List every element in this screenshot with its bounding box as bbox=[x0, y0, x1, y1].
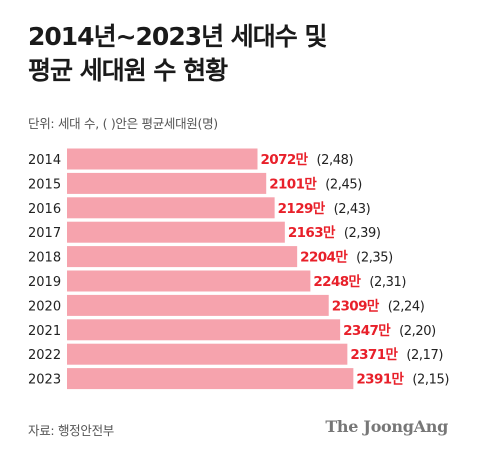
bar-2020 bbox=[67, 294, 329, 316]
chart-title: 2014년~2023년 세대수 및 평균 세대원 수 현황 bbox=[28, 20, 328, 88]
value-label-2022: 2371만 bbox=[350, 347, 398, 363]
value-label-2023: 2391만 bbox=[356, 372, 404, 388]
category-label-2016: 2016 bbox=[28, 202, 61, 217]
value-label-2020: 2309만 bbox=[332, 298, 380, 314]
bar-2022 bbox=[67, 343, 348, 365]
source-note: 자료: 행정안전부 bbox=[28, 423, 114, 438]
category-label-2019: 2019 bbox=[28, 275, 61, 290]
avg-label-2014: (2,48) bbox=[317, 153, 354, 168]
unit-note: 단위: 세대 수, ( )안은 평균세대원(명) bbox=[28, 116, 218, 131]
avg-label-2017: (2,39) bbox=[344, 226, 381, 241]
avg-label-2021: (2,20) bbox=[399, 324, 436, 339]
category-label-2015: 2015 bbox=[28, 177, 61, 192]
category-label-2021: 2021 bbox=[28, 324, 61, 339]
category-label-2022: 2022 bbox=[28, 348, 61, 363]
bar-2019 bbox=[67, 270, 311, 292]
bar-2014 bbox=[67, 148, 258, 170]
avg-label-2023: (2,15) bbox=[412, 373, 449, 388]
bar-2017 bbox=[67, 221, 285, 243]
avg-label-2016: (2,43) bbox=[334, 202, 371, 217]
bar-2023 bbox=[67, 368, 354, 390]
brand-logo: The JoongAng bbox=[325, 417, 448, 436]
bar-2015 bbox=[67, 172, 267, 194]
avg-label-2015: (2,45) bbox=[325, 177, 362, 192]
value-label-2015: 2101만 bbox=[269, 176, 317, 192]
category-label-2018: 2018 bbox=[28, 251, 61, 266]
category-label-2020: 2020 bbox=[28, 299, 61, 314]
value-label-2016: 2129만 bbox=[278, 201, 326, 217]
value-label-2014: 2072만 bbox=[261, 152, 309, 168]
value-label-2019: 2248만 bbox=[313, 274, 361, 290]
value-label-2021: 2347만 bbox=[343, 323, 391, 339]
bar-2016 bbox=[67, 197, 275, 219]
title-line-1: 2014년~2023년 세대수 및 bbox=[28, 22, 328, 51]
category-label-2017: 2017 bbox=[28, 226, 61, 241]
value-label-2018: 2204만 bbox=[300, 250, 348, 266]
avg-label-2019: (2,31) bbox=[369, 275, 406, 290]
title-line-2: 평균 세대원 수 현황 bbox=[28, 56, 228, 85]
category-label-2023: 2023 bbox=[28, 373, 61, 388]
bar-2021 bbox=[67, 319, 341, 341]
avg-label-2022: (2,17) bbox=[406, 348, 443, 363]
avg-label-2020: (2,24) bbox=[388, 299, 425, 314]
value-label-2017: 2163만 bbox=[288, 225, 336, 241]
bar-2018 bbox=[67, 246, 298, 268]
category-label-2014: 2014 bbox=[28, 153, 61, 168]
avg-label-2018: (2,35) bbox=[356, 251, 393, 266]
